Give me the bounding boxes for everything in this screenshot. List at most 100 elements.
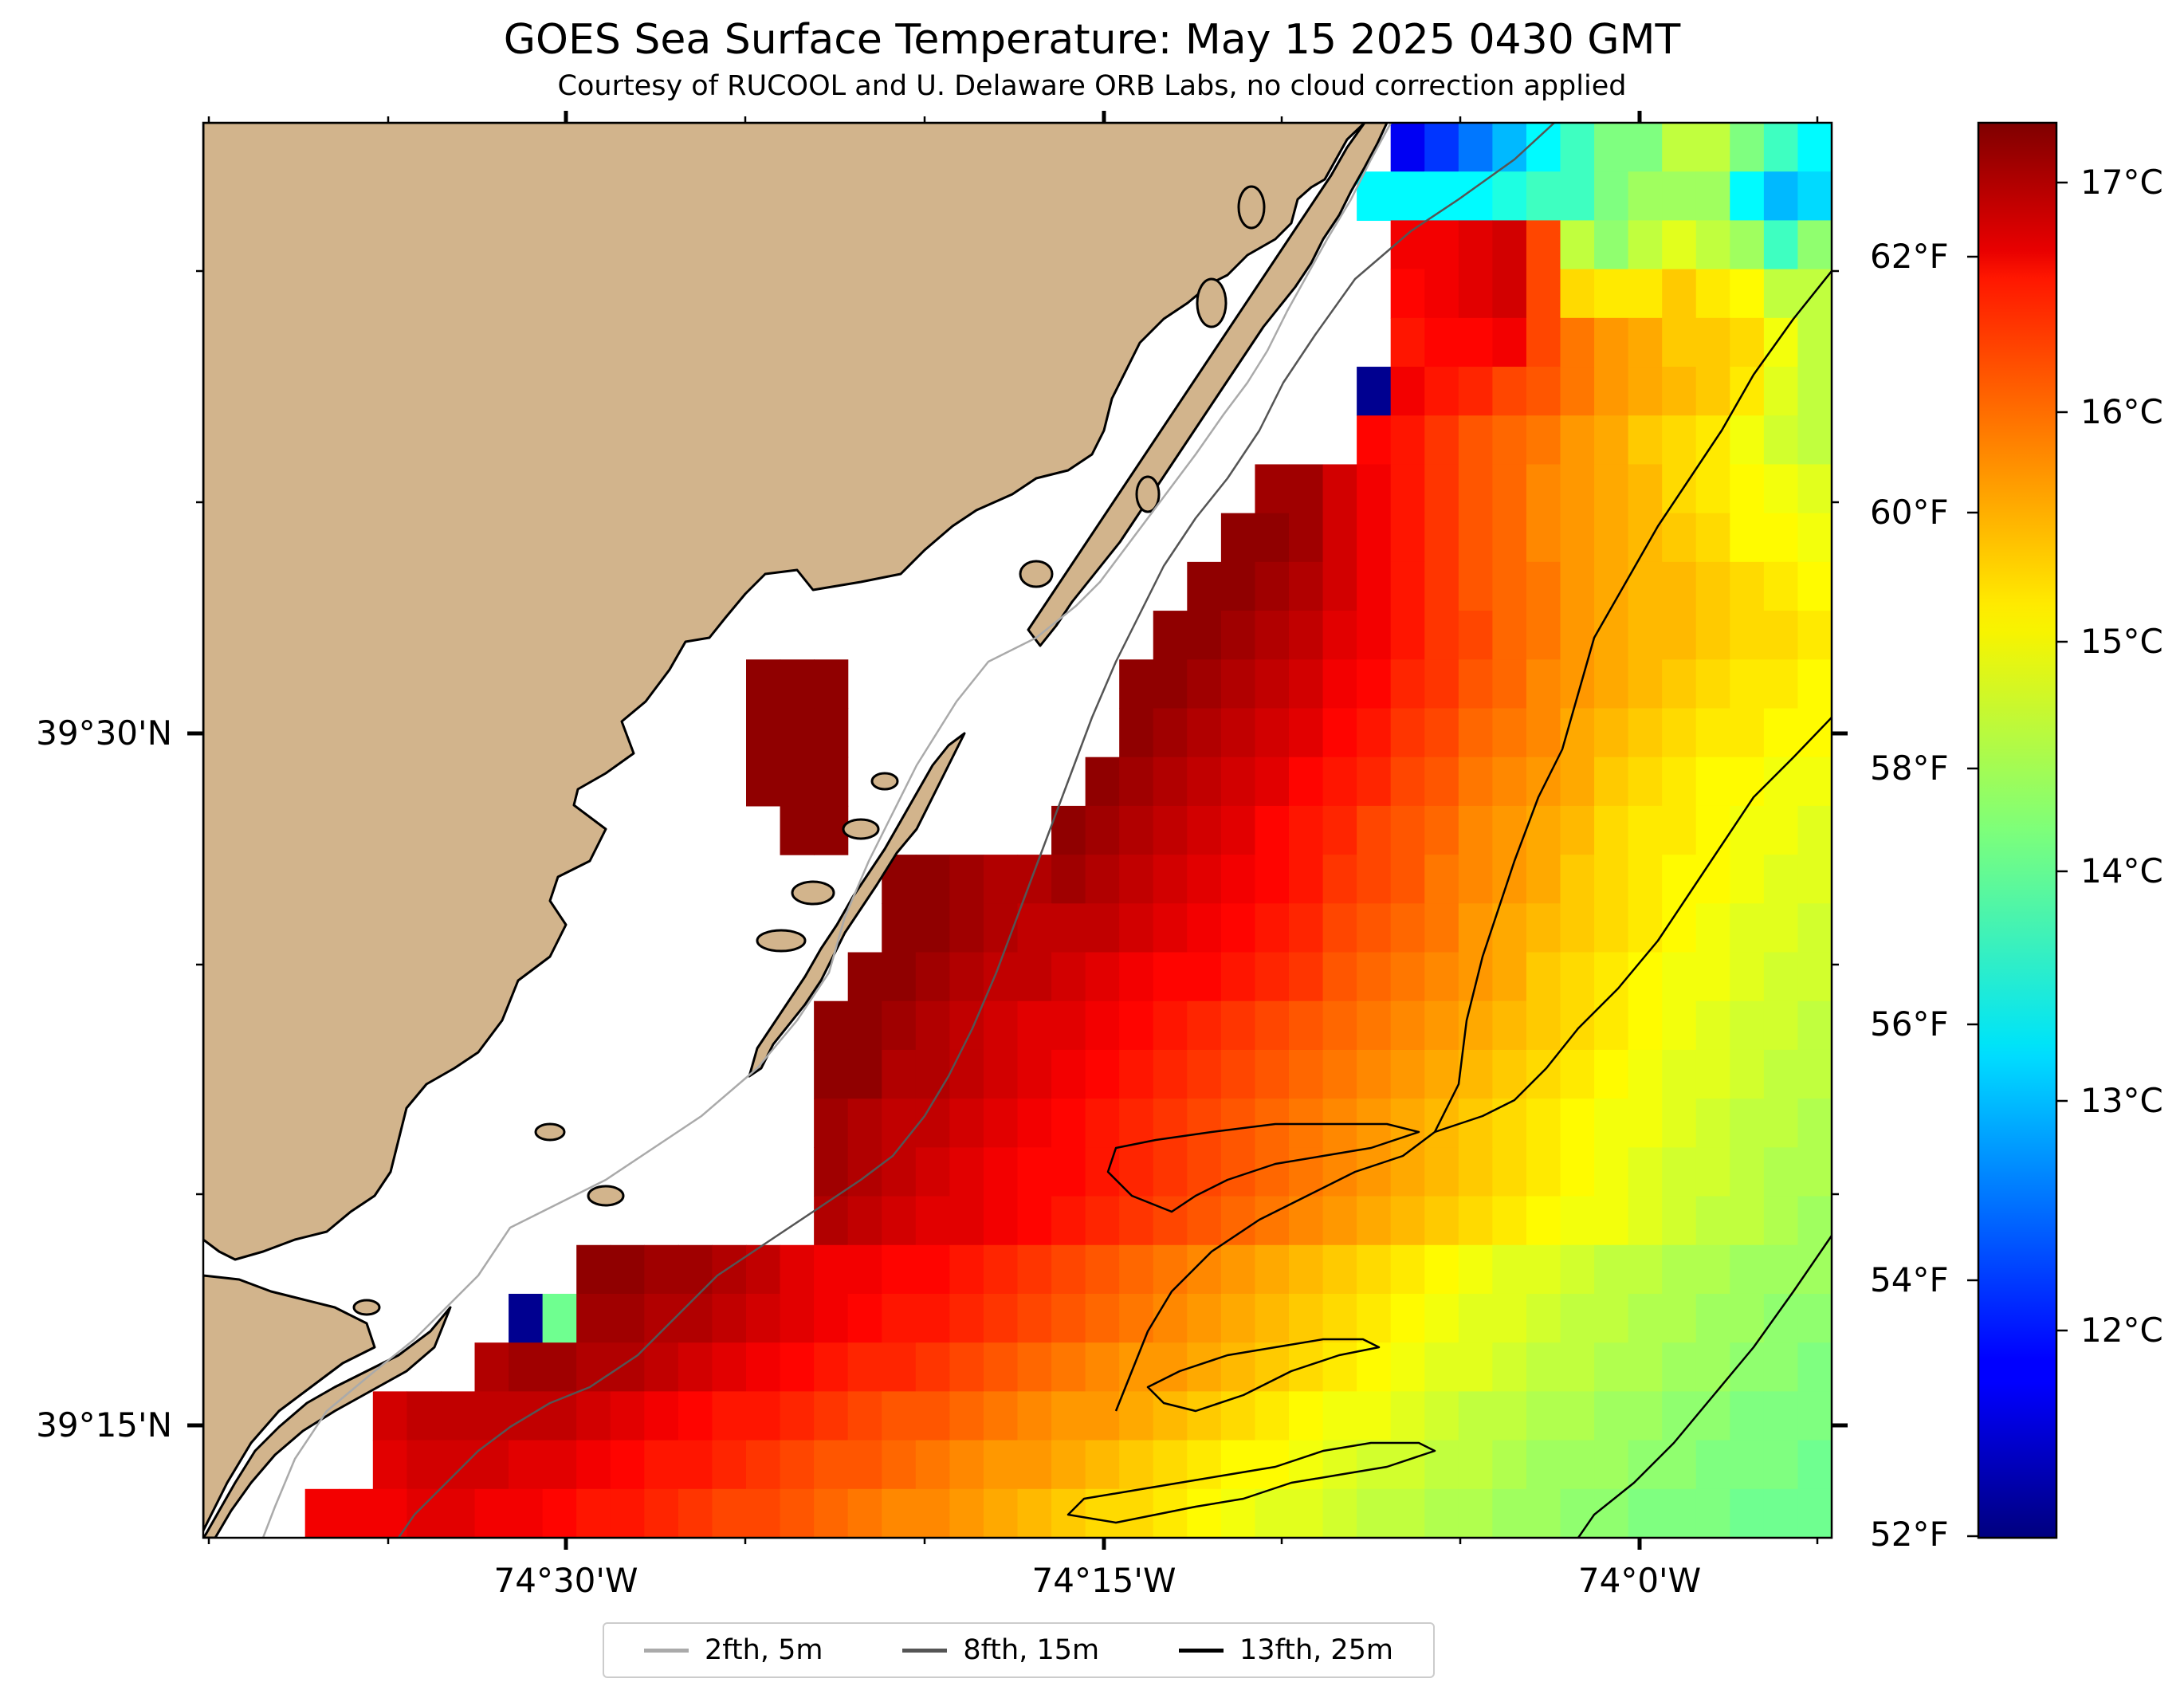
sst-cell bbox=[1560, 708, 1595, 758]
sst-cell bbox=[1220, 708, 1256, 758]
sst-cell bbox=[1730, 1488, 1765, 1538]
sst-cell bbox=[1628, 269, 1663, 319]
sst-cell bbox=[780, 1391, 815, 1441]
sst-cell bbox=[610, 1488, 645, 1538]
sst-cell bbox=[847, 1147, 882, 1197]
sst-cell bbox=[576, 1244, 611, 1295]
sst-cell bbox=[1730, 1293, 1765, 1343]
sst-cell bbox=[1255, 1000, 1290, 1051]
sst-cell bbox=[1357, 1440, 1392, 1490]
sst-cell bbox=[1492, 367, 1527, 416]
sst-cell bbox=[983, 1440, 1019, 1490]
sst-cell bbox=[915, 1244, 950, 1295]
sst-cell bbox=[1357, 952, 1392, 1002]
sst-cell bbox=[1187, 561, 1222, 611]
sst-cell bbox=[1085, 1342, 1120, 1392]
sst-cell bbox=[1390, 708, 1425, 758]
sst-cell bbox=[1017, 1244, 1052, 1295]
sst-cell bbox=[1594, 903, 1629, 953]
sst-cell bbox=[780, 1342, 815, 1392]
sst-cell bbox=[1187, 1293, 1222, 1343]
sst-cell bbox=[1357, 855, 1392, 904]
sst-cell bbox=[1763, 123, 1799, 172]
sst-cell bbox=[1560, 757, 1595, 807]
sst-cell bbox=[1492, 1099, 1527, 1148]
sst-cell bbox=[1322, 1391, 1357, 1441]
sst-cell bbox=[678, 1342, 713, 1392]
sst-cell bbox=[1220, 513, 1256, 563]
sst-cell bbox=[1255, 757, 1290, 807]
sst-cell bbox=[1492, 1342, 1527, 1392]
sst-cell bbox=[1458, 1099, 1493, 1148]
sst-cell bbox=[1390, 952, 1425, 1002]
sst-cell bbox=[847, 1099, 882, 1148]
sst-cell bbox=[1255, 1293, 1290, 1343]
sst-cell bbox=[1526, 659, 1561, 709]
sst-cell bbox=[1526, 269, 1561, 319]
sst-cell bbox=[1458, 269, 1493, 319]
sst-cell bbox=[1695, 659, 1730, 709]
sst-cell bbox=[1153, 1342, 1188, 1392]
sst-cell bbox=[1560, 1440, 1595, 1490]
sst-cell bbox=[1594, 1391, 1629, 1441]
sst-cell bbox=[915, 1342, 950, 1392]
sst-cell bbox=[304, 1488, 340, 1538]
sst-cell bbox=[1390, 903, 1425, 953]
sst-cell bbox=[1017, 855, 1052, 904]
lon-label-74-30w: 74°30'W bbox=[493, 1561, 638, 1600]
sst-cell bbox=[542, 1293, 577, 1343]
sst-cell bbox=[1187, 1099, 1222, 1148]
sst-cell bbox=[1220, 1391, 1256, 1441]
isobath-legend: 2fth, 5m 8fth, 15m 13fth, 25m bbox=[603, 1622, 1435, 1678]
sst-cell bbox=[1730, 171, 1765, 222]
sst-cell bbox=[1458, 1391, 1493, 1441]
sst-cell bbox=[1119, 1391, 1154, 1441]
sst-cell bbox=[1255, 513, 1290, 563]
sst-cell bbox=[1695, 269, 1730, 319]
sst-cell bbox=[1085, 1293, 1120, 1343]
sst-cell bbox=[1594, 1147, 1629, 1197]
sst-cell bbox=[509, 1488, 544, 1538]
sst-cell bbox=[1763, 855, 1799, 904]
sst-cell bbox=[1357, 1391, 1392, 1441]
sst-cell bbox=[1153, 1244, 1188, 1295]
sst-cell bbox=[1662, 415, 1697, 466]
sst-cell bbox=[644, 1440, 679, 1490]
sst-cell bbox=[1424, 513, 1459, 563]
sst-cell bbox=[644, 1488, 679, 1538]
sst-cell bbox=[1255, 708, 1290, 758]
sst-cell bbox=[1390, 659, 1425, 709]
sst-cell bbox=[746, 1440, 781, 1490]
sst-cell bbox=[1560, 1488, 1595, 1538]
sst-cell bbox=[1357, 757, 1392, 807]
sst-cell bbox=[1628, 805, 1663, 855]
sst-cell bbox=[1526, 513, 1561, 563]
sst-cell bbox=[1424, 708, 1459, 758]
sst-cell bbox=[1662, 805, 1697, 855]
sst-cell bbox=[1424, 1049, 1459, 1099]
sst-cell bbox=[1390, 317, 1425, 368]
sst-cell bbox=[1424, 269, 1459, 319]
sst-cell bbox=[1730, 464, 1765, 514]
sst-cell bbox=[1322, 1342, 1357, 1392]
sst-cell bbox=[1628, 1196, 1663, 1246]
sst-cell bbox=[1492, 1196, 1527, 1246]
sst-cell bbox=[1662, 513, 1697, 563]
isobath-25m-f bbox=[1577, 1235, 1832, 1538]
barrier-island-north bbox=[1027, 123, 1389, 647]
sst-cell bbox=[1289, 1049, 1324, 1099]
sst-cell bbox=[780, 1293, 815, 1343]
sst-cell bbox=[814, 1488, 849, 1538]
sst-cell bbox=[814, 1244, 849, 1295]
sst-cell bbox=[1628, 1099, 1663, 1148]
isobath-25m-d bbox=[1146, 1338, 1381, 1413]
sst-cell bbox=[1153, 611, 1188, 660]
sst-cell bbox=[1220, 757, 1256, 807]
sst-cell bbox=[1628, 513, 1663, 563]
sst-cell bbox=[1695, 1293, 1730, 1343]
sst-cell bbox=[1628, 1049, 1663, 1099]
sst-cell bbox=[949, 1293, 984, 1343]
sst-cell bbox=[1695, 1391, 1730, 1441]
sst-cell bbox=[1153, 805, 1188, 855]
